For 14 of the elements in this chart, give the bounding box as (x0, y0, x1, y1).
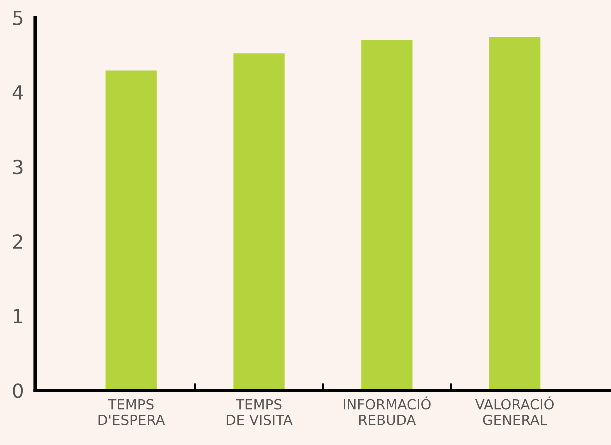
bar (489, 37, 541, 391)
bar (362, 40, 413, 391)
x-tick-label: TEMPS D'ESPERA (98, 399, 166, 426)
y-tick-label: 3 (13, 160, 23, 175)
y-tick-label: 4 (12, 86, 24, 100)
x-tick-label: INFORMACIÓ REBUDA (344, 396, 431, 426)
x-tick-label: TEMPS DE VISITA (226, 399, 293, 426)
y-tick-label: 2 (13, 234, 22, 249)
y-tick-label: 0 (13, 384, 24, 398)
bar (106, 70, 157, 391)
bar (234, 54, 285, 391)
x-tick-label: VALORACIÓ GENERAL (476, 396, 554, 426)
y-tick-label: 1 (14, 309, 23, 324)
y-tick-label: 5 (13, 11, 23, 26)
